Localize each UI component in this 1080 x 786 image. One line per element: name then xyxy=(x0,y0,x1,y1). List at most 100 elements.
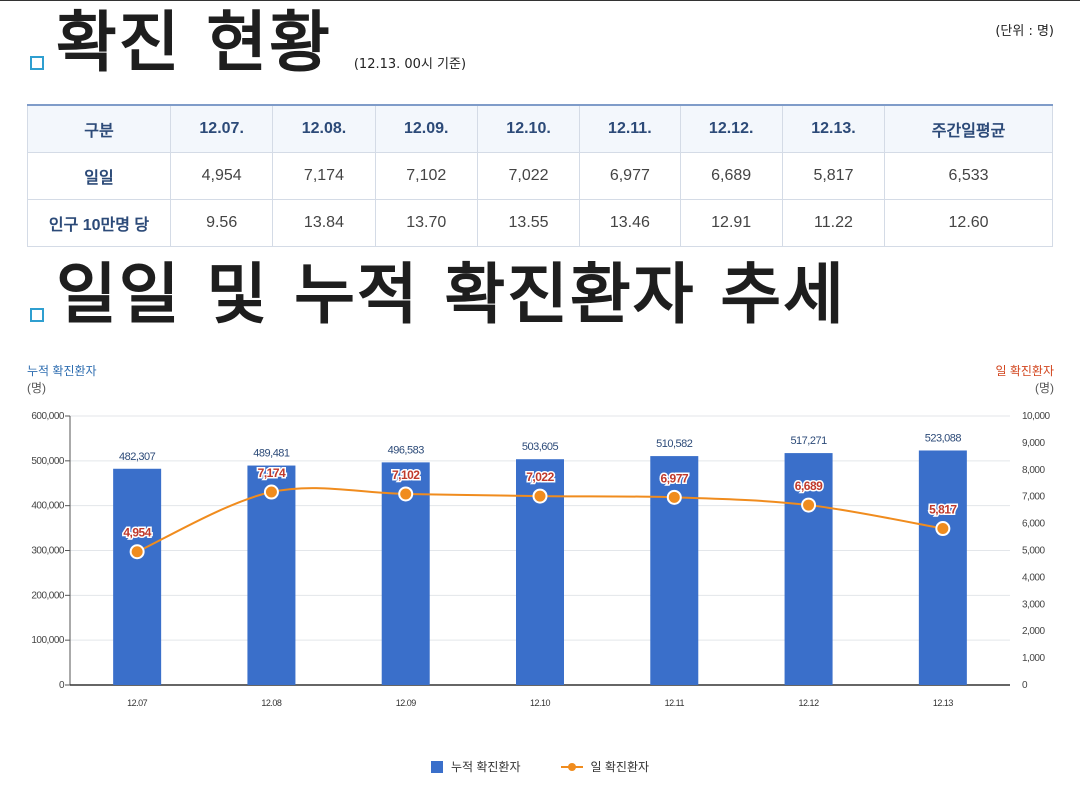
x-tick-label: 12.11 xyxy=(665,698,685,708)
line-point xyxy=(666,489,682,505)
bar-value-label: 489,481 xyxy=(253,448,290,460)
table-header-cell: 12.13. xyxy=(781,104,886,153)
x-tick-label: 12.10 xyxy=(530,698,551,708)
table-cell: 9.56 xyxy=(169,199,274,247)
table-cell: 4,954 xyxy=(169,152,274,200)
bar-cumulative xyxy=(113,468,162,685)
line-value-label: 5,817 xyxy=(929,503,957,517)
legend-item-daily: 일 확진환자 xyxy=(560,758,650,775)
left-axis-title: 누적 확진환자 xyxy=(27,364,97,378)
bar-cumulative xyxy=(650,456,699,685)
section-header-status: 확진 현황 (12.13. 00시 기준) xyxy=(30,10,466,76)
right-tick-label: 2,000 xyxy=(1022,626,1045,637)
top-border-line xyxy=(0,0,1080,1)
x-tick-label: 12.13 xyxy=(933,698,954,708)
legend-line-swatch xyxy=(560,762,583,771)
table-cell: 7,022 xyxy=(476,152,581,200)
page-title: 확진 현황 xyxy=(56,4,332,81)
right-tick-label: 9,000 xyxy=(1022,438,1045,449)
x-tick-label: 12.08 xyxy=(261,698,282,708)
left-axis-unit: (명) xyxy=(27,381,47,395)
right-tick-label: 0 xyxy=(1022,680,1028,691)
x-tick-label: 12.07 xyxy=(127,698,148,708)
table-row-per-100k: 인구 10만명 당 9.56 13.84 13.70 13.55 13.46 1… xyxy=(27,199,1053,247)
left-tick-label: 100,000 xyxy=(31,635,65,646)
table-cell: 6,689 xyxy=(679,152,783,200)
line-daily xyxy=(136,487,944,553)
right-axis-title: 일 확진환자 xyxy=(995,364,1054,378)
line-point xyxy=(398,486,414,502)
table-cell: 13.46 xyxy=(579,199,681,247)
table-header-cell: 주간일평균 xyxy=(884,104,1053,153)
line-point xyxy=(129,544,145,560)
section-title: 일일 및 누적 확진환자 추세 xyxy=(56,256,846,333)
legend-label: 일 확진환자 xyxy=(590,760,650,774)
table-cell: 7,174 xyxy=(272,152,376,200)
table-header-row: 구분 12.07. 12.08. 12.09. 12.10. 12.11. 12… xyxy=(27,104,1053,153)
table-cell: 7,102 xyxy=(374,152,478,200)
right-tick-label: 4,000 xyxy=(1022,572,1045,583)
left-tick-label: 600,000 xyxy=(31,411,65,422)
line-value-label: 7,102 xyxy=(392,468,420,482)
bar-value-label: 503,605 xyxy=(522,441,559,453)
line-value-label: 7,022 xyxy=(526,470,554,484)
right-tick-label: 1,000 xyxy=(1022,653,1045,664)
left-tick-label: 0 xyxy=(59,680,65,691)
square-bullet-icon xyxy=(30,56,44,70)
bar-cumulative xyxy=(784,453,833,685)
right-axis-unit: (명) xyxy=(1034,381,1054,395)
bar-cumulative xyxy=(516,459,564,685)
bar-value-label: 482,307 xyxy=(119,451,156,463)
right-tick-label: 3,000 xyxy=(1022,599,1045,610)
bar-cumulative xyxy=(381,462,430,685)
right-tick-label: 7,000 xyxy=(1022,492,1045,503)
right-tick-label: 8,000 xyxy=(1022,465,1045,476)
table-cell: 12.60 xyxy=(884,199,1053,247)
table-header-cell: 12.10. xyxy=(476,104,581,153)
table-cell: 5,817 xyxy=(781,152,886,200)
table-header-cell: 구분 xyxy=(27,104,171,153)
line-value-label: 7,174 xyxy=(258,466,286,480)
left-tick-label: 500,000 xyxy=(31,456,65,467)
line-point xyxy=(263,484,279,500)
daily-stats-table: 구분 12.07. 12.08. 12.09. 12.10. 12.11. 12… xyxy=(27,104,1053,247)
bar-cumulative xyxy=(918,450,967,685)
bar-value-label: 510,582 xyxy=(656,438,693,450)
table-header-cell: 12.07. xyxy=(169,104,274,153)
x-tick-label: 12.12 xyxy=(799,698,820,708)
basis-time-note: (12.13. 00시 기준) xyxy=(353,57,467,72)
bar-cumulative xyxy=(247,465,296,685)
left-tick-label: 300,000 xyxy=(31,546,65,557)
line-value-label: 4,954 xyxy=(123,526,151,540)
unit-note: (단위 : 명) xyxy=(995,24,1054,39)
line-value-label: 6,689 xyxy=(795,479,823,493)
table-header-cell: 12.11. xyxy=(579,104,681,153)
bar-value-label: 496,583 xyxy=(388,444,425,456)
table-cell: 6,533 xyxy=(884,152,1053,200)
row-label: 인구 10만명 당 xyxy=(27,199,171,247)
table-cell: 6,977 xyxy=(579,152,681,200)
table-cell: 13.70 xyxy=(374,199,478,247)
legend-item-cumulative: 누적 확진환자 xyxy=(430,758,521,775)
section-header-trend: 일일 및 누적 확진환자 추세 xyxy=(30,262,846,328)
line-point xyxy=(935,521,951,537)
table-header-cell: 12.08. xyxy=(272,104,376,153)
square-bullet-icon xyxy=(30,308,44,322)
table-cell: 13.84 xyxy=(272,199,376,247)
table-header-cell: 12.09. xyxy=(374,104,478,153)
bar-value-label: 523,088 xyxy=(925,432,962,444)
table-header-cell: 12.12. xyxy=(679,104,783,153)
line-point xyxy=(532,488,548,504)
right-tick-label: 5,000 xyxy=(1022,546,1045,557)
table-cell: 12.91 xyxy=(679,199,783,247)
line-value-label: 6,977 xyxy=(661,471,689,485)
right-tick-label: 6,000 xyxy=(1022,519,1045,530)
legend-label: 누적 확진환자 xyxy=(450,760,521,774)
chart-legend: 누적 확진환자 일 확진환자 xyxy=(0,758,1080,775)
table-cell: 13.55 xyxy=(476,199,581,247)
table-cell: 11.22 xyxy=(781,199,886,247)
right-tick-label: 10,000 xyxy=(1022,411,1051,422)
bar-value-label: 517,271 xyxy=(790,435,827,447)
row-label: 일일 xyxy=(27,152,171,200)
legend-bar-swatch xyxy=(430,760,443,773)
